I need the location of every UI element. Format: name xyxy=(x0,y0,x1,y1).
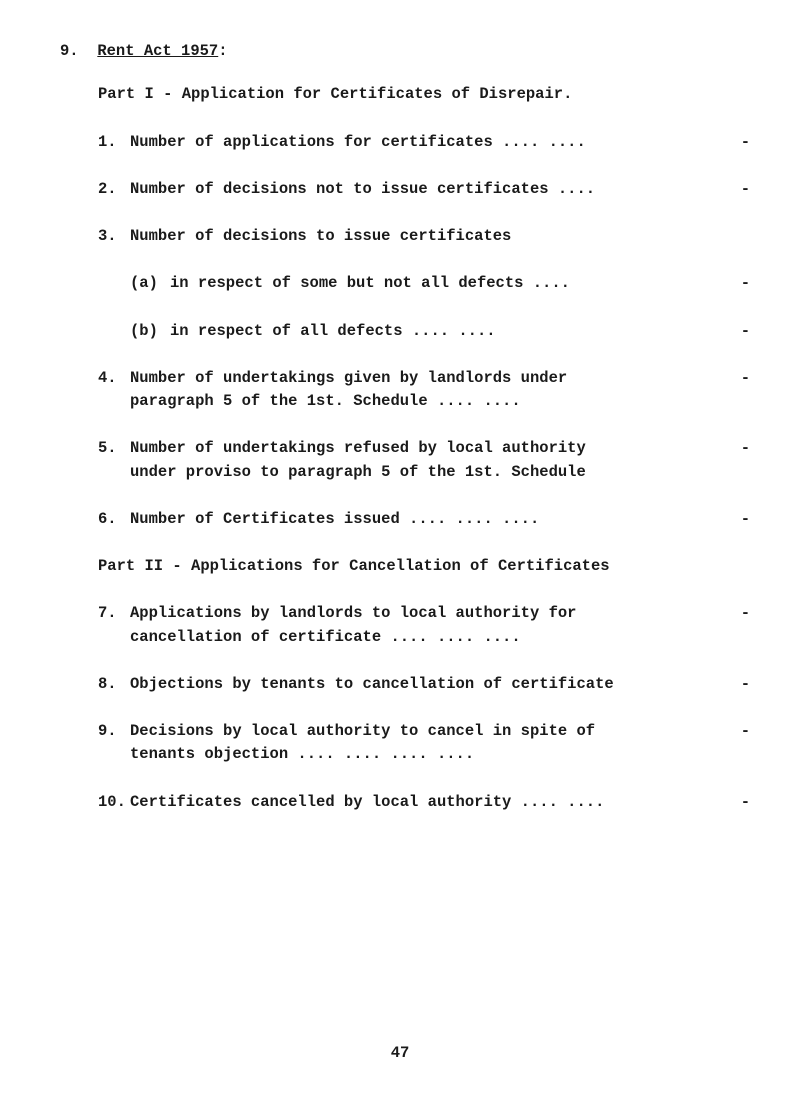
list-item: 5.Number of undertakings refused by loca… xyxy=(98,437,750,484)
item-text: Number of undertakings refused by local … xyxy=(130,437,730,484)
item-number: 7. xyxy=(98,602,130,625)
item-text: Objections by tenants to cancellation of… xyxy=(130,673,730,696)
item-text: Number of applications for certificates … xyxy=(130,131,730,154)
section-number: 9. xyxy=(60,40,88,63)
item-dash: - xyxy=(730,508,750,531)
sub-item: (a)in respect of some but not all defect… xyxy=(130,272,750,295)
list-item: 6.Number of Certificates issued .... ...… xyxy=(98,508,750,531)
page-number: 47 xyxy=(0,1042,800,1065)
part2-title: Part II - Applications for Cancellation … xyxy=(98,555,750,578)
sub-item: (b)in respect of all defects .... ....- xyxy=(130,320,750,343)
item-dash: - xyxy=(730,720,750,743)
item-dash: - xyxy=(730,602,750,625)
item-text: Number of decisions to issue certificate… xyxy=(130,225,730,248)
item-number: 4. xyxy=(98,367,130,390)
sub-text: in respect of all defects .... .... xyxy=(170,320,730,343)
item-dash: - xyxy=(730,178,750,201)
item-dash: - xyxy=(730,131,750,154)
item-dash: - xyxy=(730,673,750,696)
sub-label: (b) xyxy=(130,320,170,343)
item-number: 10. xyxy=(98,791,130,814)
item-dash: - xyxy=(730,437,750,460)
part1-title: Part I - Application for Certificates of… xyxy=(98,83,750,106)
list-item: 7.Applications by landlords to local aut… xyxy=(98,602,750,649)
item-text: Decisions by local authority to cancel i… xyxy=(130,720,730,767)
item-text: Number of decisions not to issue certifi… xyxy=(130,178,730,201)
list-item: 4.Number of undertakings given by landlo… xyxy=(98,367,750,414)
item-dash: - xyxy=(730,320,750,343)
item-text: Number of Certificates issued .... .... … xyxy=(130,508,730,531)
section-title: Rent Act 1957 xyxy=(97,42,218,60)
item-number: 5. xyxy=(98,437,130,460)
item-text: Applications by landlords to local autho… xyxy=(130,602,730,649)
item-number: 9. xyxy=(98,720,130,743)
list-item: 9.Decisions by local authority to cancel… xyxy=(98,720,750,767)
item-number: 1. xyxy=(98,131,130,154)
list-item: 3.Number of decisions to issue certifica… xyxy=(98,225,750,248)
item-number: 3. xyxy=(98,225,130,248)
item-number: 6. xyxy=(98,508,130,531)
sub-label: (a) xyxy=(130,272,170,295)
sub-text: in respect of some but not all defects .… xyxy=(170,272,730,295)
item-number: 2. xyxy=(98,178,130,201)
section-title-suffix: : xyxy=(218,42,227,60)
list-item: 1.Number of applications for certificate… xyxy=(98,131,750,154)
list-item: 2.Number of decisions not to issue certi… xyxy=(98,178,750,201)
item-text: Certificates cancelled by local authorit… xyxy=(130,791,730,814)
item-dash: - xyxy=(730,272,750,295)
section-header: 9. Rent Act 1957: xyxy=(60,40,750,63)
item-number: 8. xyxy=(98,673,130,696)
item-dash: - xyxy=(730,791,750,814)
item-text: Number of undertakings given by landlord… xyxy=(130,367,730,414)
list-item: 10.Certificates cancelled by local autho… xyxy=(98,791,750,814)
item-dash: - xyxy=(730,367,750,390)
list-item: 8.Objections by tenants to cancellation … xyxy=(98,673,750,696)
